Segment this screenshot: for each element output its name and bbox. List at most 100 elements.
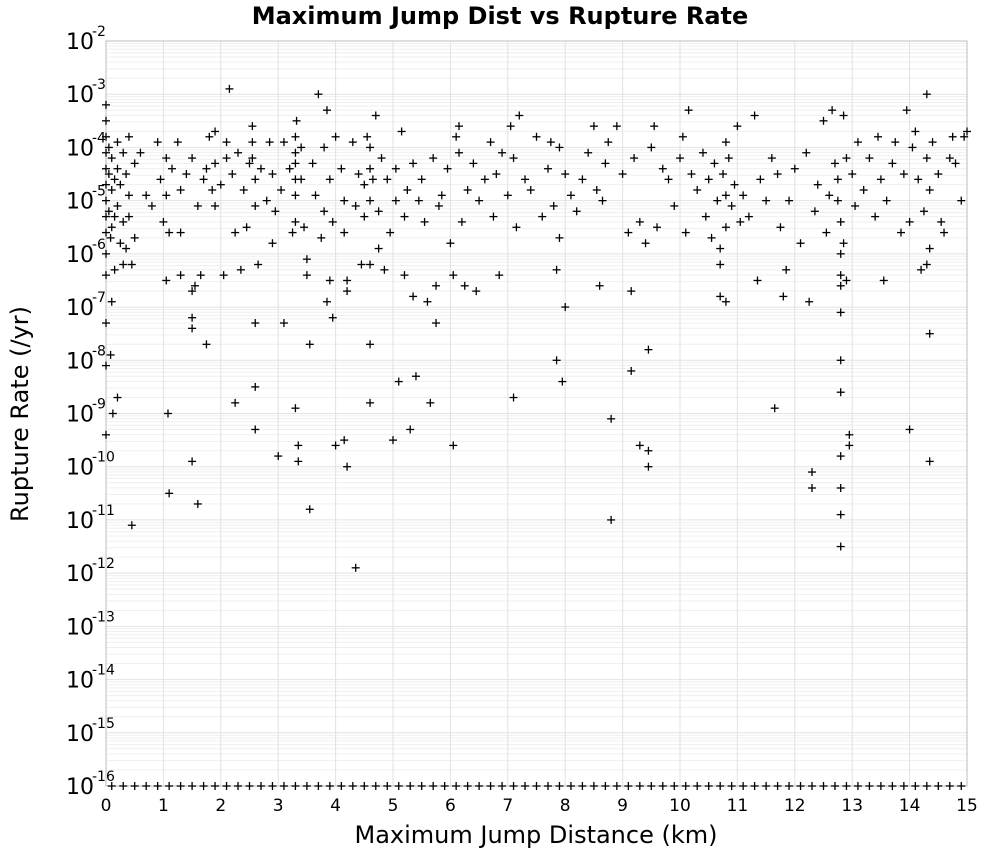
y-tick-label: 10-15 — [66, 716, 115, 747]
data-point — [291, 217, 300, 226]
data-point — [354, 170, 363, 179]
data-point — [549, 201, 558, 210]
data-point — [776, 223, 785, 232]
data-point — [340, 228, 349, 237]
y-tick-exponent: -6 — [92, 237, 106, 253]
y-tick-exponent: -8 — [92, 343, 106, 359]
data-point — [833, 175, 842, 184]
data-point — [251, 425, 260, 434]
data-point — [193, 499, 202, 508]
data-point — [891, 138, 900, 147]
data-point — [108, 409, 117, 418]
data-point — [733, 122, 742, 131]
data-point — [127, 260, 136, 269]
data-point — [107, 223, 116, 232]
data-point — [360, 212, 369, 221]
data-point — [102, 430, 110, 439]
data-point — [288, 228, 297, 237]
data-point — [635, 217, 644, 226]
data-point — [618, 170, 627, 179]
floor-data-point — [475, 782, 484, 790]
data-point — [836, 542, 845, 551]
data-point — [136, 148, 145, 157]
data-point — [205, 132, 214, 141]
y-tick-base: 10 — [66, 136, 94, 161]
data-point — [351, 201, 360, 210]
data-point — [211, 201, 220, 210]
data-point — [106, 233, 115, 242]
data-point — [790, 164, 799, 173]
data-point — [391, 196, 400, 205]
floor-data-point — [521, 782, 530, 790]
data-point — [107, 186, 116, 194]
data-point — [704, 175, 713, 184]
data-point — [219, 271, 228, 280]
data-point — [546, 138, 555, 147]
data-point — [366, 340, 375, 349]
data-point — [113, 164, 122, 173]
data-point — [810, 207, 819, 216]
data-point — [584, 148, 593, 157]
floor-data-point — [256, 782, 265, 790]
y-tick-label: 10-14 — [66, 663, 115, 694]
data-point — [687, 170, 696, 179]
data-point — [222, 154, 231, 163]
data-point — [963, 127, 971, 136]
data-point — [228, 170, 237, 179]
data-point — [446, 239, 455, 248]
floor-data-point — [211, 782, 220, 790]
floor-data-point — [899, 782, 908, 790]
data-point — [960, 132, 969, 141]
data-point — [905, 217, 914, 226]
data-point — [552, 265, 561, 274]
data-point — [475, 196, 484, 205]
floor-data-point — [302, 782, 311, 790]
data-point — [693, 186, 702, 194]
y-tick-base: 10 — [66, 775, 94, 800]
data-point — [406, 425, 415, 434]
data-point — [948, 132, 957, 141]
floor-data-point — [716, 782, 725, 790]
floor-data-point — [498, 782, 507, 790]
y-tick-exponent: -7 — [92, 290, 106, 306]
data-point — [423, 297, 432, 306]
y-tick-exponent: -5 — [92, 184, 106, 200]
floor-data-point — [199, 782, 208, 790]
x-tick-label: 9 — [617, 796, 628, 816]
data-point — [391, 164, 400, 173]
floor-data-point — [417, 782, 426, 790]
data-point — [836, 356, 845, 365]
data-point — [216, 180, 225, 189]
data-point — [460, 281, 469, 290]
floor-data-point — [325, 782, 334, 790]
data-point — [515, 111, 524, 120]
data-point — [805, 297, 814, 306]
y-tick-exponent: -10 — [92, 450, 115, 466]
floor-data-point — [658, 782, 667, 790]
floor-data-point — [314, 782, 323, 790]
data-point — [836, 308, 845, 317]
data-point — [414, 196, 423, 205]
x-tick-label: 13 — [841, 796, 863, 816]
data-point — [162, 154, 171, 163]
y-tick-base: 10 — [66, 30, 94, 55]
data-point — [113, 201, 122, 210]
floor-data-point — [245, 782, 254, 790]
y-tick-label: 10-10 — [66, 450, 115, 481]
y-tick-label: 10-13 — [66, 609, 115, 640]
data-point — [110, 212, 119, 221]
y-tick-base: 10 — [66, 83, 94, 108]
data-point — [658, 164, 667, 173]
data-point — [107, 154, 116, 163]
x-tick-label: 5 — [388, 796, 399, 816]
data-point — [211, 127, 220, 136]
data-point — [366, 164, 375, 173]
x-tick-label: 3 — [273, 796, 284, 816]
data-point — [371, 111, 380, 120]
data-point — [641, 239, 650, 248]
data-point — [698, 148, 707, 157]
data-point — [176, 186, 185, 194]
data-point — [340, 436, 349, 445]
floor-data-point — [624, 782, 633, 790]
data-point — [277, 186, 286, 194]
